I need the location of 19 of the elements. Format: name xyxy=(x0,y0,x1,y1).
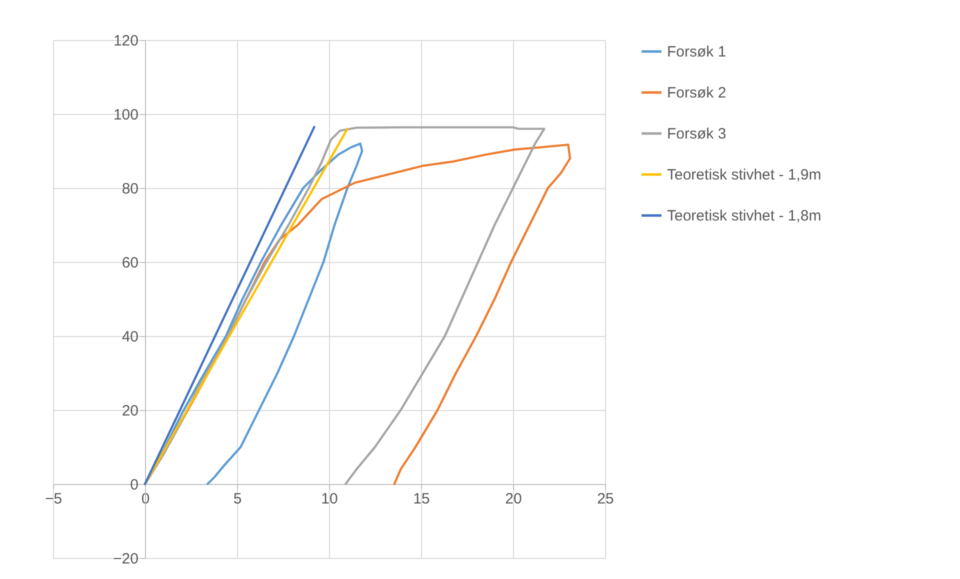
y-tick-label: 40 xyxy=(122,328,138,346)
x-tick-label: 20 xyxy=(505,490,522,508)
x-tick-label: −5 xyxy=(44,490,62,508)
x-tick-label: 10 xyxy=(321,490,338,508)
x-tick-label: 15 xyxy=(413,490,430,508)
y-tick-label: 60 xyxy=(122,254,138,272)
legend-label: Forsøk 2 xyxy=(667,84,726,102)
x-tick-label: 5 xyxy=(233,490,242,508)
y-tick-label: 80 xyxy=(122,180,138,198)
y-tick-label: 120 xyxy=(113,32,138,50)
legend-label: Teoretisk stivhet - 1,8m xyxy=(667,208,822,224)
y-tick-label: 0 xyxy=(130,476,138,494)
legend-label: Forsøk 1 xyxy=(667,44,726,60)
x-tick-label: 25 xyxy=(597,490,614,508)
y-tick-label: 100 xyxy=(113,106,138,124)
legend-label: Forsøk 3 xyxy=(667,126,726,142)
y-tick-label: −20 xyxy=(113,550,138,568)
y-tick-label: 20 xyxy=(122,402,138,420)
legend-label: Teoretisk stivhet - 1,9m xyxy=(667,166,822,184)
